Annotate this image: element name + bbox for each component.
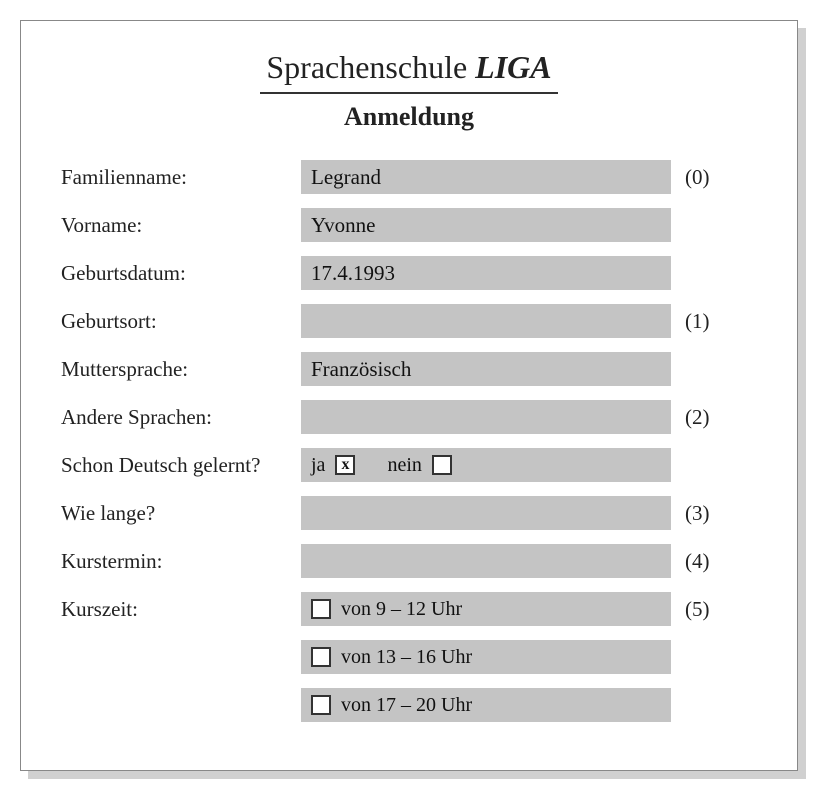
yesno-field: ja nein (301, 448, 671, 482)
field-column (301, 496, 671, 530)
timeslot-label: von 9 – 12 Uhr (341, 592, 462, 626)
title-prefix: Sprachenschule (266, 49, 467, 85)
field-column (301, 400, 671, 434)
form-row: Wie lange? (3) (61, 496, 757, 530)
form-subtitle: Anmeldung (61, 102, 757, 132)
row-marker: (0) (671, 165, 721, 190)
field-column: von 9 – 12 Uhr (301, 592, 671, 626)
registration-card: Sprachenschule LIGA Anmeldung Familienna… (20, 20, 798, 771)
field-label: Andere Sprachen: (61, 405, 301, 430)
field-label: Muttersprache: (61, 357, 301, 382)
row-marker: (4) (671, 549, 721, 574)
form-rows: Familienname:Legrand(0)Vorname:YvonneGeb… (61, 160, 757, 722)
timeslot-label: von 17 – 20 Uhr (341, 688, 472, 722)
text-field[interactable]: Yvonne (301, 208, 671, 242)
row-marker: (1) (671, 309, 721, 334)
field-column: 17.4.1993 (301, 256, 671, 290)
timeslot-label: von 13 – 16 Uhr (341, 640, 472, 674)
form-row: Geburtsdatum:17.4.1993 (61, 256, 757, 290)
form-row: Kurstermin: (4) (61, 544, 757, 578)
field-label: Kurstermin: (61, 549, 301, 574)
text-field[interactable] (301, 496, 671, 530)
text-field[interactable]: Französisch (301, 352, 671, 386)
form-row: von 13 – 16 Uhr (61, 640, 757, 674)
checkbox-no[interactable] (432, 455, 452, 475)
form-row: von 17 – 20 Uhr (61, 688, 757, 722)
field-label: Schon Deutsch gelernt? (61, 453, 301, 478)
field-label: Geburtsdatum: (61, 261, 301, 286)
field-column: Legrand (301, 160, 671, 194)
field-column: von 13 – 16 Uhr (301, 640, 671, 674)
form-row: Muttersprache:Französisch (61, 352, 757, 386)
checkbox-yes[interactable] (335, 455, 355, 475)
text-field[interactable]: Legrand (301, 160, 671, 194)
school-title: Sprachenschule LIGA (260, 49, 557, 94)
row-marker: (5) (671, 597, 721, 622)
form-row: Kurszeit: von 9 – 12 Uhr (5) (61, 592, 757, 626)
row-marker: (3) (671, 501, 721, 526)
timeslot-field: von 9 – 12 Uhr (301, 592, 671, 626)
option-label-yes: ja (311, 448, 325, 482)
text-field[interactable]: 17.4.1993 (301, 256, 671, 290)
checkbox-timeslot[interactable] (311, 695, 331, 715)
form-row: Geburtsort: (1) (61, 304, 757, 338)
field-column: Yvonne (301, 208, 671, 242)
timeslot-field: von 17 – 20 Uhr (301, 688, 671, 722)
option-label-no: nein (387, 448, 421, 482)
field-label: Familienname: (61, 165, 301, 190)
form-header: Sprachenschule LIGA Anmeldung (61, 49, 757, 132)
field-label: Geburtsort: (61, 309, 301, 334)
form-row: Schon Deutsch gelernt? ja nein (61, 448, 757, 482)
field-column: von 17 – 20 Uhr (301, 688, 671, 722)
field-column (301, 304, 671, 338)
text-field[interactable] (301, 304, 671, 338)
field-column: Französisch (301, 352, 671, 386)
field-label: Vorname: (61, 213, 301, 238)
form-row: Vorname:Yvonne (61, 208, 757, 242)
field-label: Wie lange? (61, 501, 301, 526)
field-column: ja nein (301, 448, 671, 482)
title-brand: LIGA (475, 49, 551, 85)
checkbox-timeslot[interactable] (311, 599, 331, 619)
form-container: Sprachenschule LIGA Anmeldung Familienna… (20, 20, 798, 771)
text-field[interactable] (301, 400, 671, 434)
form-row: Andere Sprachen: (2) (61, 400, 757, 434)
field-column (301, 544, 671, 578)
row-marker: (2) (671, 405, 721, 430)
form-row: Familienname:Legrand(0) (61, 160, 757, 194)
text-field[interactable] (301, 544, 671, 578)
field-label: Kurszeit: (61, 597, 301, 622)
timeslot-field: von 13 – 16 Uhr (301, 640, 671, 674)
checkbox-timeslot[interactable] (311, 647, 331, 667)
